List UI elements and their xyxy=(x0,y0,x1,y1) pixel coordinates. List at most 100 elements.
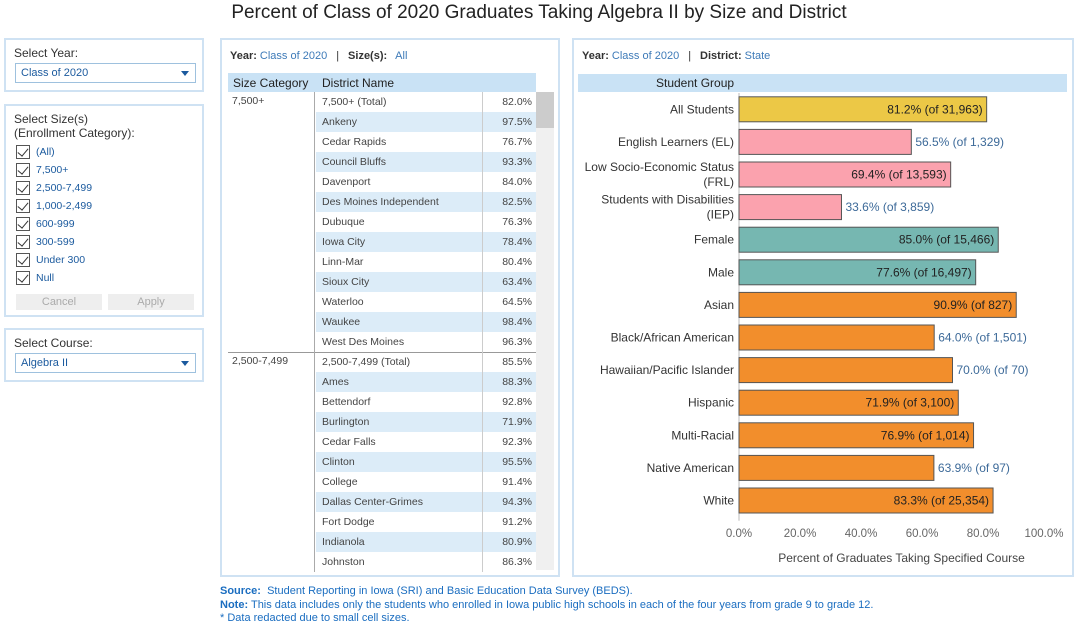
table-row[interactable]: Burlington 71.9% xyxy=(228,412,536,432)
x-tick-label: 100.0% xyxy=(1024,528,1063,540)
data-label: 81.2% (of 31,963) xyxy=(887,102,982,116)
bar[interactable] xyxy=(738,454,935,481)
cancel-button[interactable]: Cancel xyxy=(16,294,102,310)
percent-cell: 76.7% xyxy=(482,132,536,152)
page-title: Percent of Class of 2020 Graduates Takin… xyxy=(231,2,847,23)
table-row[interactable]: 2,500-7,499 2,500-7,499 (Total) 85.5% xyxy=(228,352,536,372)
size-option[interactable]: 1,000-2,499 xyxy=(16,198,92,214)
size-option-label: 1,000-2,499 xyxy=(36,200,93,212)
x-tick-label: 80.0% xyxy=(967,528,1000,540)
size-option[interactable]: (All) xyxy=(16,144,55,160)
checkbox-checked-icon[interactable] xyxy=(16,181,30,195)
year-filter-label: Select Year: xyxy=(14,46,79,60)
percent-cell: 63.4% xyxy=(482,272,536,292)
year-dropdown[interactable]: Class of 2020 xyxy=(15,63,196,83)
checkbox-checked-icon[interactable] xyxy=(16,199,30,213)
table-row[interactable]: 7,500+ 7,500+ (Total) 82.0% xyxy=(228,92,536,112)
bar[interactable] xyxy=(738,389,959,416)
checkbox-checked-icon[interactable] xyxy=(16,271,30,285)
percent-cell: 86.3% xyxy=(482,552,536,572)
bar[interactable] xyxy=(738,194,842,221)
table-row[interactable]: Linn-Mar 80.4% xyxy=(228,252,536,272)
column-divider xyxy=(314,352,315,572)
category-label: Low Socio-Economic Status xyxy=(585,160,734,174)
student-group-chart-panel: Year: Class of 2020 | District: State Studen… xyxy=(572,38,1074,577)
checkbox-checked-icon[interactable] xyxy=(16,163,30,177)
bar-chart: All Students 81.2% (of 31,963) English Lea… xyxy=(585,93,1064,565)
year-dropdown-value: Class of 2020 xyxy=(21,67,89,79)
bar[interactable] xyxy=(738,291,1017,318)
percent-cell: 92.8% xyxy=(482,392,536,412)
bar[interactable] xyxy=(738,259,977,286)
percent-cell: 78.4% xyxy=(482,232,536,252)
table-row[interactable]: Fort Dodge 91.2% xyxy=(228,512,536,532)
bar[interactable] xyxy=(738,324,935,351)
size-option[interactable]: Under 300 xyxy=(16,252,85,268)
district-name-cell: Cedar Falls xyxy=(322,436,376,448)
table-row[interactable]: Indianola 80.9% xyxy=(228,532,536,552)
percent-cell: 88.3% xyxy=(482,372,536,392)
percent-cell: 71.9% xyxy=(482,412,536,432)
table-row[interactable]: Cedar Rapids 76.7% xyxy=(228,132,536,152)
table-row[interactable]: Cedar Falls 92.3% xyxy=(228,432,536,452)
column-header-district-name[interactable]: District Name xyxy=(322,76,395,90)
column-divider xyxy=(314,92,315,352)
table-row[interactable]: Clinton 95.5% xyxy=(228,452,536,472)
table-row[interactable]: West Des Moines 96.3% xyxy=(228,332,536,352)
bar[interactable] xyxy=(738,128,912,155)
size-option[interactable]: Null xyxy=(16,270,54,286)
district-name-cell: Waterloo xyxy=(322,296,364,308)
table-row[interactable]: Iowa City 78.4% xyxy=(228,232,536,252)
x-tick-label: 20.0% xyxy=(784,528,817,540)
table-filter-summary: Year: Class of 2020 | Size(s): All xyxy=(230,50,408,62)
table-row[interactable]: Council Bluffs 93.3% xyxy=(228,152,536,172)
table-scrollbar[interactable] xyxy=(536,92,554,570)
size-category-cell: 2,500-7,499 xyxy=(232,355,289,367)
table-row[interactable]: Des Moines Independent 82.5% xyxy=(228,192,536,212)
checkbox-checked-icon[interactable] xyxy=(16,235,30,249)
category-label: Black/African American xyxy=(611,331,734,345)
scrollbar-thumb[interactable] xyxy=(536,92,554,128)
table-row[interactable]: Dubuque 76.3% xyxy=(228,212,536,232)
checkbox-checked-icon[interactable] xyxy=(16,217,30,231)
course-dropdown-value: Algebra II xyxy=(21,357,69,369)
bar[interactable] xyxy=(738,161,952,188)
size-option[interactable]: 7,500+ xyxy=(16,162,68,178)
table-row[interactable]: Dallas Center-Grimes 94.3% xyxy=(228,492,536,512)
bar[interactable] xyxy=(738,96,988,123)
bar[interactable] xyxy=(738,226,999,253)
size-option[interactable]: 300-599 xyxy=(16,234,75,250)
bar[interactable] xyxy=(738,357,953,384)
course-filter-label: Select Course: xyxy=(14,336,93,350)
percent-cell: 91.2% xyxy=(482,512,536,532)
course-dropdown[interactable]: Algebra II xyxy=(15,353,196,373)
size-option[interactable]: 2,500-7,499 xyxy=(16,180,92,196)
table-row[interactable]: Waukee 98.4% xyxy=(228,312,536,332)
district-name-cell: Indianola xyxy=(316,532,482,552)
table-row[interactable]: Bettendorf 92.8% xyxy=(228,392,536,412)
column-header-size-category[interactable]: Size Category xyxy=(233,76,309,90)
table-row[interactable]: Davenport 84.0% xyxy=(228,172,536,192)
table-row[interactable]: Ankeny 97.5% xyxy=(228,112,536,132)
percent-cell: 82.0% xyxy=(482,92,536,112)
course-filter-panel: Select Course: Algebra II xyxy=(4,328,204,382)
bar[interactable] xyxy=(738,487,994,514)
table-row[interactable]: Johnston 86.3% xyxy=(228,552,536,572)
percent-cell: 91.4% xyxy=(482,472,536,492)
data-label: 33.6% (of 3,859) xyxy=(845,200,934,214)
bar[interactable] xyxy=(738,422,975,449)
checkbox-checked-icon[interactable] xyxy=(16,253,30,267)
table-row[interactable]: Waterloo 64.5% xyxy=(228,292,536,312)
size-option[interactable]: 600-999 xyxy=(16,216,75,232)
year-filter-panel: Select Year: Class of 2020 xyxy=(4,38,204,92)
district-name-cell: Ames xyxy=(316,372,482,392)
table-row[interactable]: Ames 88.3% xyxy=(228,372,536,392)
checkbox-checked-icon[interactable] xyxy=(16,145,30,159)
category-label: Hawaiian/Pacific Islander xyxy=(600,363,734,377)
chevron-down-icon xyxy=(181,361,189,366)
data-label: 69.4% (of 13,593) xyxy=(851,168,946,182)
table-row[interactable]: Sioux City 63.4% xyxy=(228,272,536,292)
apply-button[interactable]: Apply xyxy=(108,294,194,310)
data-label: 76.9% (of 1,014) xyxy=(881,428,970,442)
table-row[interactable]: College 91.4% xyxy=(228,472,536,492)
